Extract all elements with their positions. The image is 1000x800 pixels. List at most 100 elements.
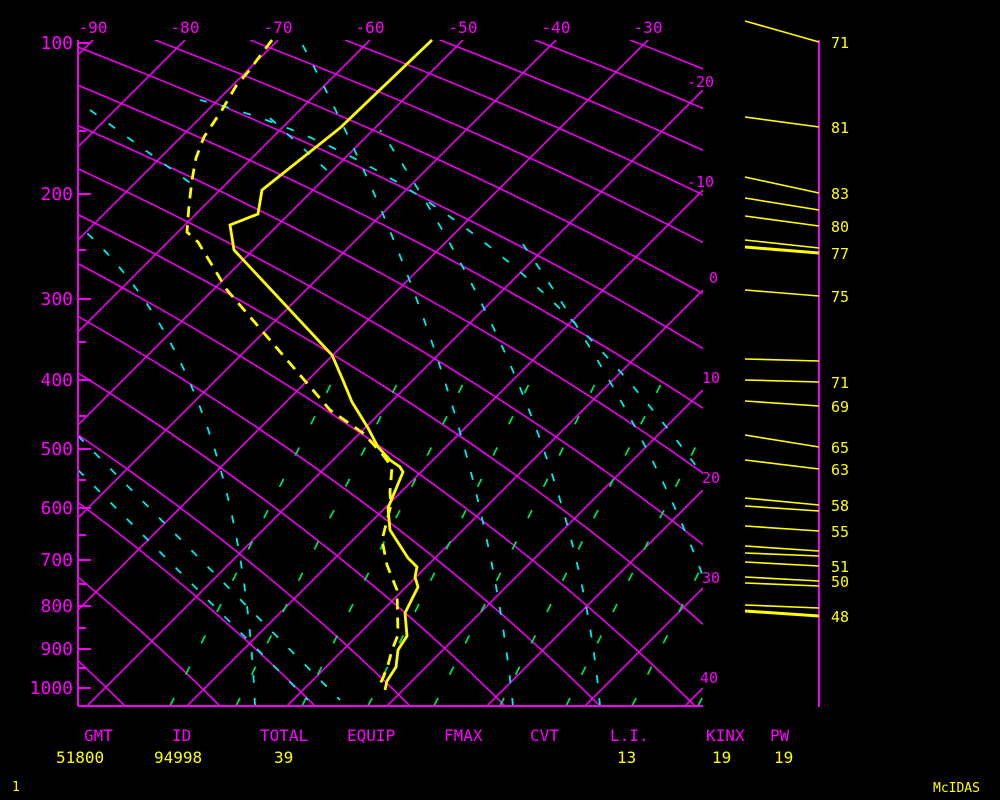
dry-adiabat-line <box>78 262 696 706</box>
isotherm-line <box>285 289 703 706</box>
temperature-top-label: -60 <box>356 18 385 37</box>
temperature-top-label: -70 <box>264 18 293 37</box>
frame-number-label: 1 <box>12 780 20 795</box>
wind-speed-label: 83 <box>831 185 849 203</box>
stat-value-id: 94998 <box>154 748 203 767</box>
isotherm-line <box>185 189 703 706</box>
moist-adiabat-line <box>78 435 341 701</box>
pressure-tick-label: 600 <box>40 498 73 519</box>
wind-barb <box>744 379 820 383</box>
wind-speed-label: 71 <box>831 374 849 392</box>
moist-adiabat-line <box>269 117 333 176</box>
dewpoint-trace <box>185 39 400 689</box>
skewt-grid <box>78 40 703 706</box>
stat-label-pw: PW <box>770 726 790 745</box>
isotherm-line <box>385 389 703 706</box>
wind-speed-label: 63 <box>831 461 849 479</box>
wind-barb <box>744 576 820 582</box>
stat-value-total: 39 <box>274 748 294 767</box>
wind-barb <box>744 176 820 194</box>
stat-label-id: ID <box>172 726 192 745</box>
dry-adiabat-line <box>249 40 703 244</box>
wind-barb <box>744 20 820 43</box>
stat-label-fmax: FMAX <box>444 726 483 745</box>
dry-adiabat-line <box>78 433 411 706</box>
wind-speed-label: 51 <box>831 558 849 576</box>
axes <box>77 40 703 707</box>
wind-speed-label: 71 <box>831 34 849 52</box>
wind-speed-label: 50 <box>831 573 849 591</box>
stat-label-kinx: KINX <box>706 726 745 745</box>
isotherm-line <box>78 40 557 520</box>
pressure-tick-label: 700 <box>40 550 73 571</box>
wind-barb <box>744 582 820 587</box>
isotherm-line <box>485 489 703 706</box>
dry-adiabat-line <box>78 372 506 706</box>
wind-barb <box>744 358 820 362</box>
wind-speed-label: 77 <box>831 245 849 263</box>
stat-label-li: L.I. <box>610 726 649 745</box>
moist-adiabat-line <box>78 223 256 706</box>
wind-barb <box>744 497 820 506</box>
wind-barb <box>744 609 820 618</box>
temperature-right-label: -10 <box>687 173 714 191</box>
wind-barb <box>744 239 820 249</box>
dry-adiabat-line <box>344 40 703 196</box>
moist-adiabat-line <box>78 469 309 701</box>
stat-label-total: TOTAL <box>260 726 309 745</box>
temperature-right-label: 30 <box>702 569 720 587</box>
temperature-top-label: -30 <box>634 18 663 37</box>
pressure-tick-label: 1000 <box>30 678 73 699</box>
pressure-tick-label: 300 <box>40 289 73 310</box>
dry-adiabat-line <box>78 84 703 410</box>
pressure-tick-label: 500 <box>40 439 73 460</box>
stat-label-equip: EQUIP <box>347 726 396 745</box>
wind-barb <box>744 434 820 448</box>
dry-adiabat-line <box>154 40 703 295</box>
temperature-top-label: -50 <box>449 18 478 37</box>
wind-speed-label: 69 <box>831 398 849 416</box>
wind-speed-label: 80 <box>831 218 849 236</box>
dry-adiabat-line <box>78 213 703 626</box>
isotherm-line <box>78 40 649 612</box>
stat-label-gmt: GMT <box>84 726 113 745</box>
isotherm-line <box>85 89 703 706</box>
moist-adiabat-group <box>78 40 703 706</box>
stat-value-pw: 19 <box>774 748 794 767</box>
stat-value-gmt: 51800 <box>56 748 105 767</box>
dry-adiabat-line <box>78 46 703 350</box>
temperature-right-label: -20 <box>687 73 714 91</box>
mcidas-brand-label: McIDAS <box>933 781 980 796</box>
moist-adiabat-line <box>519 239 703 580</box>
wind-speed-label: 75 <box>831 288 849 306</box>
wind-barb <box>744 459 820 470</box>
dry-adiabat-line <box>78 124 703 475</box>
isotherm-line <box>78 40 279 242</box>
wind-barb <box>744 505 820 512</box>
wind-barb <box>744 604 820 609</box>
wind-barb <box>744 116 820 128</box>
dry-adiabat-line <box>78 501 316 706</box>
wind-barb <box>744 215 820 227</box>
pressure-tick-label: 200 <box>40 184 73 205</box>
wind-barb <box>744 245 820 255</box>
wind-barb <box>744 400 820 407</box>
pressure-tick-label: 400 <box>40 370 73 391</box>
temperature-top-label: -40 <box>542 18 571 37</box>
wind-speed-label: 58 <box>831 497 849 515</box>
pressure-tick-label: 900 <box>40 639 73 660</box>
stat-label-cvt: CVT <box>530 726 559 745</box>
pressure-tick-label: 100 <box>40 33 73 54</box>
dry-adiabat-line <box>439 40 703 152</box>
wind-barb <box>744 545 820 552</box>
dry-adiabat-line <box>78 315 601 706</box>
wind-barb <box>744 525 820 532</box>
wind-barb <box>744 561 820 567</box>
wind-barb <box>744 552 820 557</box>
temperature-right-label: 40 <box>700 669 718 687</box>
wind-speed-label: 48 <box>831 608 849 626</box>
moist-adiabat-line <box>199 99 703 478</box>
dry-adiabat-line <box>78 167 703 546</box>
